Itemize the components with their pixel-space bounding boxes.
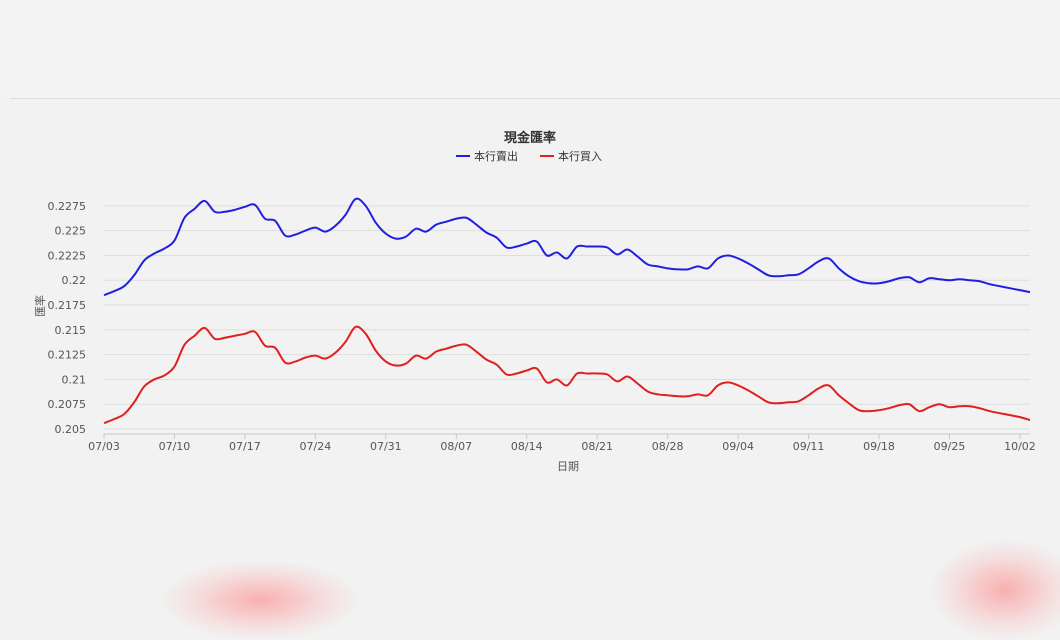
x-tick-label: 07/10	[159, 440, 191, 453]
y-tick-label: 0.2225	[48, 249, 87, 262]
chart-legend: 本行賣出 本行買入	[456, 149, 602, 163]
y-tick-label: 0.2175	[48, 299, 87, 312]
x-tick-label: 07/03	[88, 440, 120, 453]
grid-lines	[104, 205, 1030, 430]
x-tick-label: 09/11	[793, 440, 825, 453]
top-divider	[10, 98, 1060, 99]
x-tick-label: 07/24	[300, 440, 332, 453]
x-tick-label: 08/07	[440, 440, 472, 453]
x-axis-label: 日期	[557, 460, 579, 473]
x-tick-label: 08/28	[652, 440, 684, 453]
y-tick-label: 0.2125	[48, 349, 87, 362]
x-tick-label: 08/21	[581, 440, 613, 453]
y-tick-label: 0.225	[55, 225, 87, 238]
legend-label-buy[interactable]: 本行買入	[558, 149, 602, 163]
y-tick-label: 0.22	[62, 274, 87, 287]
legend-label-sell[interactable]: 本行賣出	[474, 149, 518, 163]
x-tick-label: 07/31	[370, 440, 402, 453]
y-tick-label: 0.2075	[48, 398, 87, 411]
x-tick-label: 09/25	[934, 440, 966, 453]
top-band	[0, 0, 1060, 98]
x-tick-label: 09/18	[863, 440, 895, 453]
x-axis-ticks: 07/03 07/10 07/17 07/24 07/31 08/07 08/14 08/21…	[88, 434, 1036, 453]
x-tick-label: 10/02	[1004, 440, 1036, 453]
y-tick-label: 0.21	[62, 373, 87, 386]
exchange-rate-chart: 現金匯率 本行賣出 本行買入 0.205 0.2075 0.21 0.2125 0.21…	[33, 130, 1036, 473]
x-tick-label: 07/17	[229, 440, 261, 453]
y-tick-label: 0.205	[55, 423, 87, 436]
y-axis-label: 匯率	[33, 295, 47, 317]
y-axis-ticks: 0.205 0.2075 0.21 0.2125 0.215 0.2175 0.22 0.22…	[48, 200, 87, 436]
y-tick-label: 0.2275	[48, 200, 87, 213]
y-tick-label: 0.215	[55, 324, 87, 337]
series-line-sell[interactable]	[103, 197, 1031, 297]
x-tick-label: 08/14	[511, 440, 543, 453]
series-line-buy[interactable]	[103, 325, 1031, 425]
x-tick-label: 09/04	[722, 440, 754, 453]
chart-title: 現金匯率	[504, 130, 556, 146]
